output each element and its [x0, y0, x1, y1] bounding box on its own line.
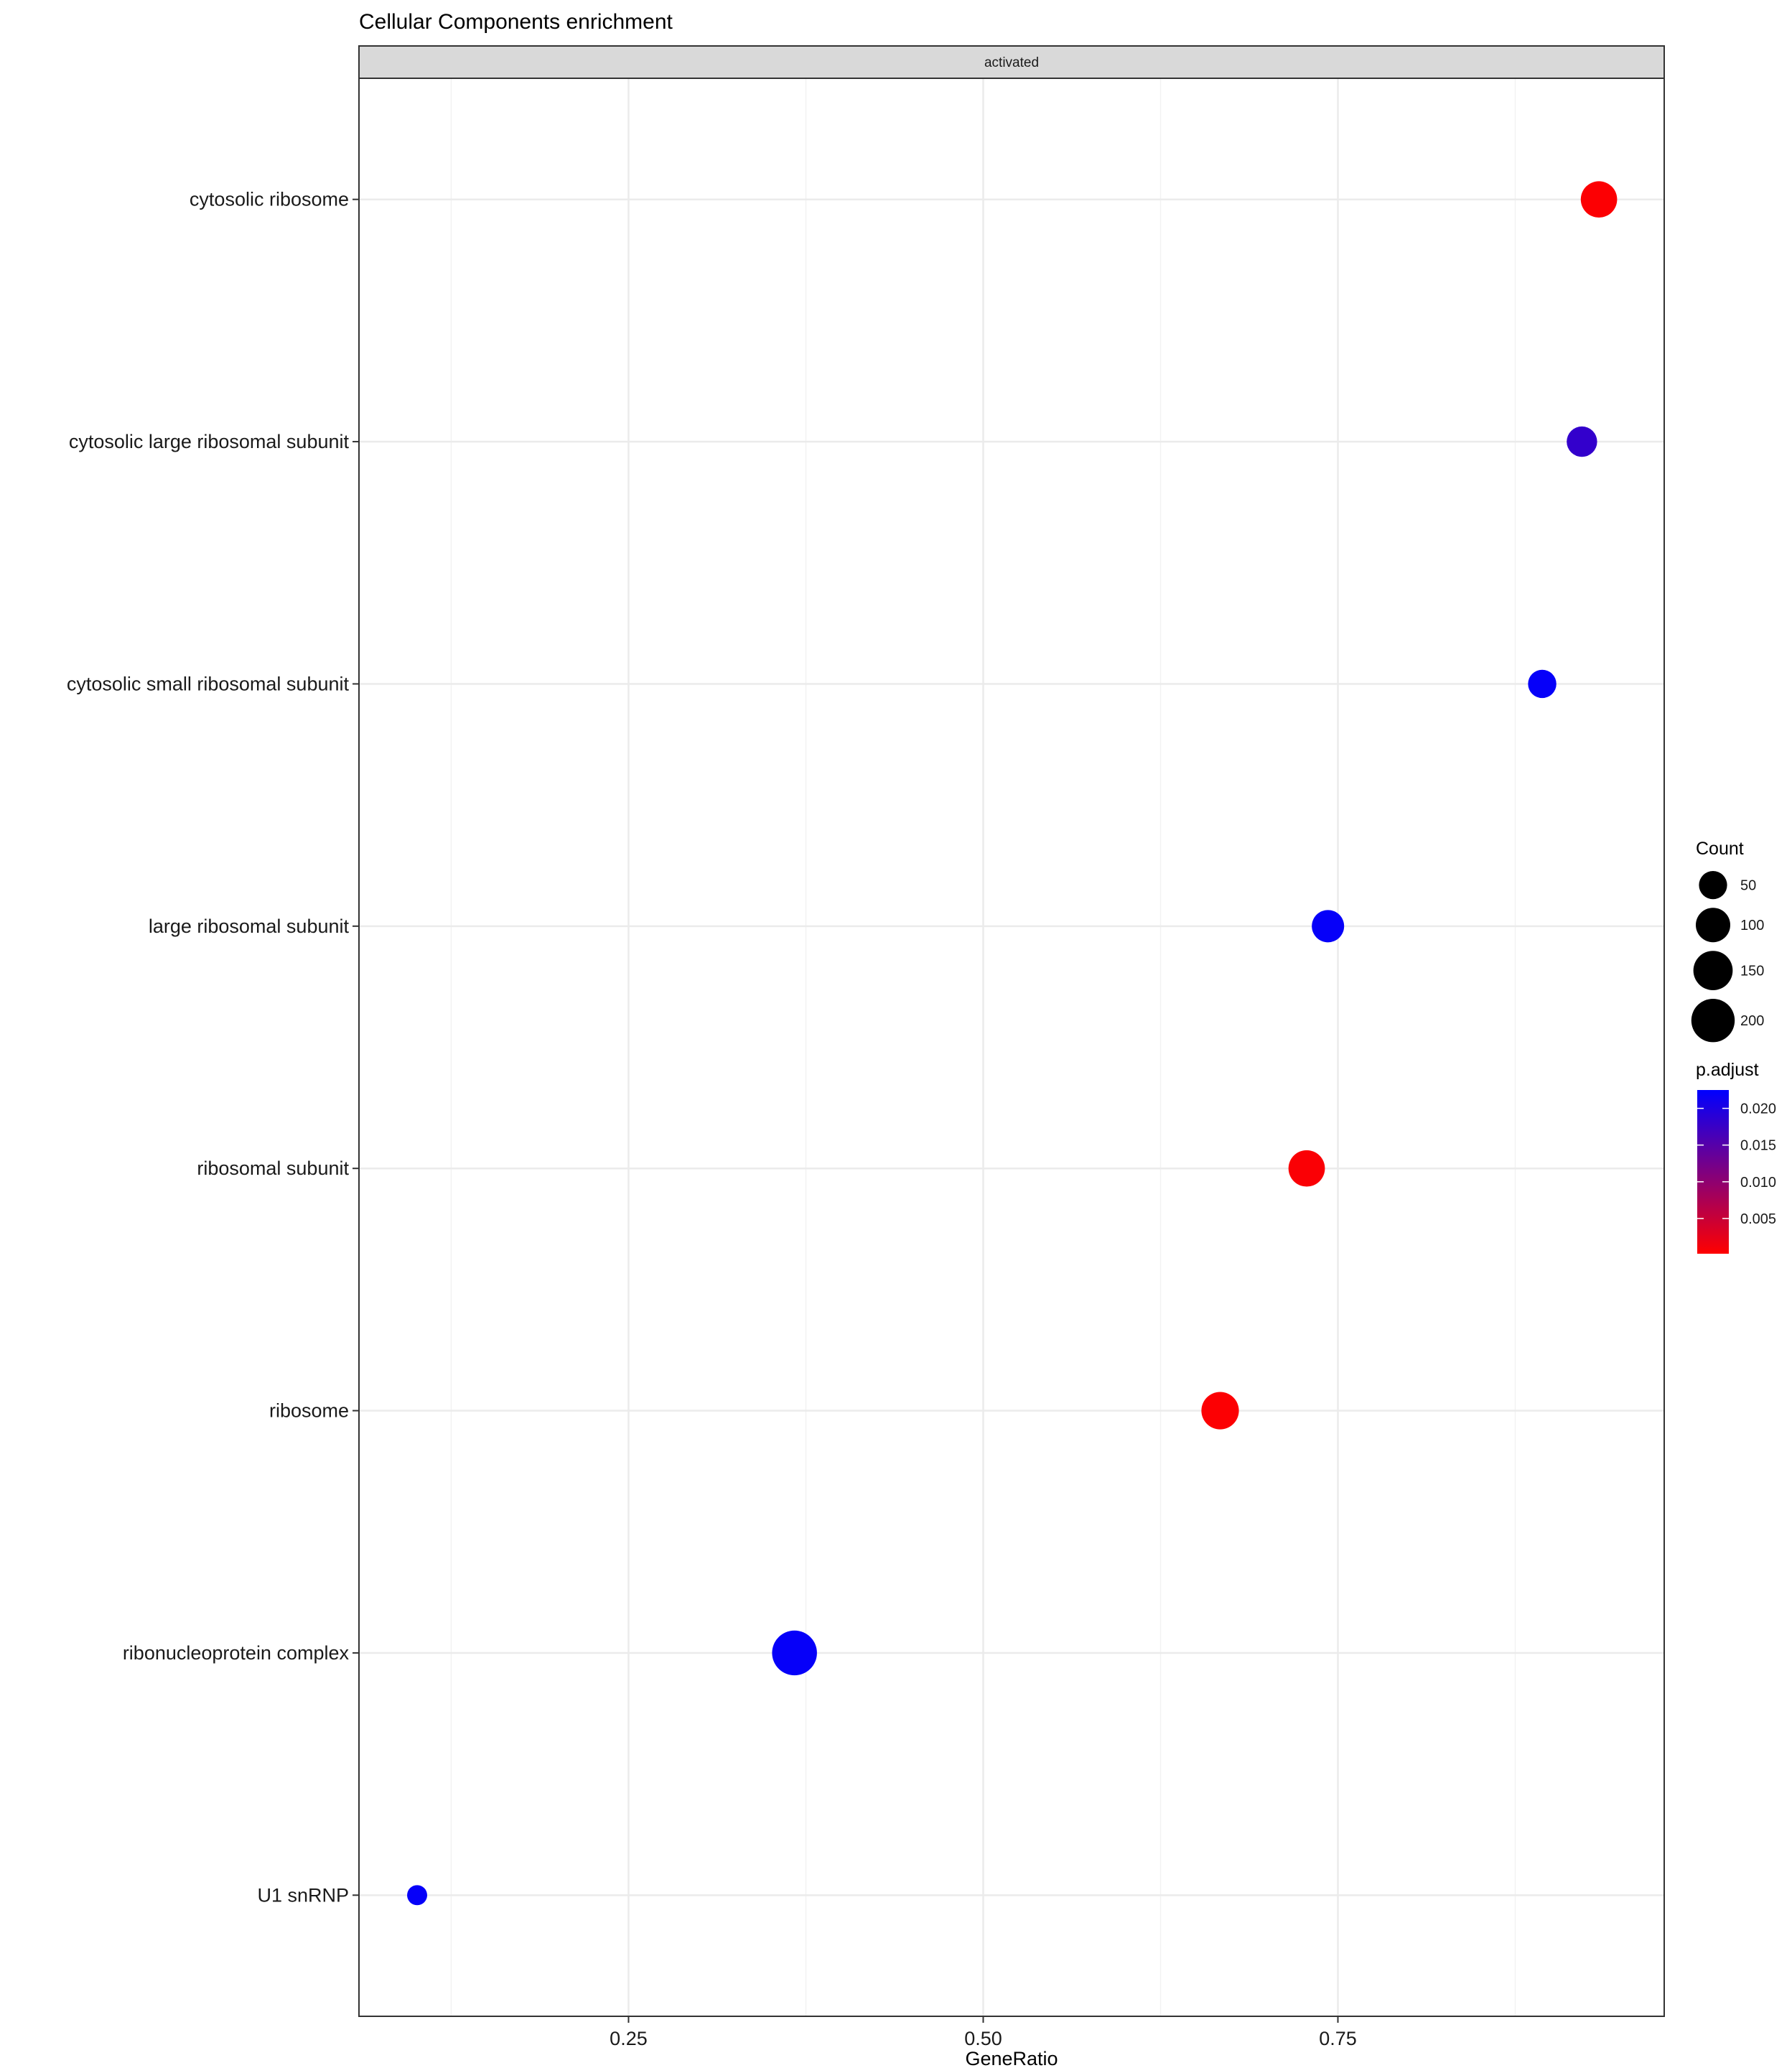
colorbar: [1697, 1090, 1729, 1254]
y-tick-label: cytosolic ribosome: [190, 189, 349, 210]
y-tick-label: cytosolic large ribosomal subunit: [69, 431, 350, 452]
legend-padjust-label: 0.010: [1740, 1175, 1776, 1191]
legend-count-key: [1696, 908, 1730, 943]
legend-padjust-label: 0.005: [1740, 1211, 1776, 1227]
facet-strip: [358, 45, 1665, 79]
y-tick-label: ribosome: [269, 1400, 349, 1422]
data-point: [1580, 181, 1618, 218]
facet-strip-label: activated: [984, 55, 1039, 70]
chart-title: Cellular Components enrichment: [359, 10, 673, 34]
data-point: [1201, 1392, 1239, 1430]
y-tick-label: cytosolic small ribosomal subunit: [67, 673, 350, 694]
legend-count-title: Count: [1696, 839, 1744, 859]
data-point: [1312, 910, 1345, 943]
legend-padjust-title: p.adjust: [1696, 1060, 1759, 1080]
legend-count-label: 100: [1740, 918, 1764, 933]
data-point: [772, 1630, 817, 1676]
legend-count-key: [1691, 998, 1735, 1043]
legend-count-key: [1699, 871, 1727, 900]
y-tick-label: ribosomal subunit: [197, 1158, 349, 1179]
legend-count-label: 150: [1740, 964, 1764, 979]
x-axis-title: GeneRatio: [965, 2048, 1058, 2068]
legend-count-key: [1693, 951, 1733, 990]
legend-padjust: p.adjust 0.005 0.010 0.015 0.020: [1696, 1060, 1776, 1254]
data-point: [407, 1885, 427, 1906]
y-tick-label: large ribosomal subunit: [149, 916, 350, 937]
data-point: [1288, 1150, 1325, 1187]
legend-count: Count 50 100 150 200: [1691, 839, 1764, 1043]
legend-padjust-label: 0.020: [1740, 1101, 1776, 1117]
y-tick-label: ribonucleoprotein complex: [123, 1642, 350, 1664]
x-axis: 0.25 0.50 0.75: [610, 2016, 1357, 2049]
x-tick-label: 0.50: [964, 2028, 1002, 2049]
data-point: [1567, 426, 1597, 457]
x-tick-label: 0.75: [1319, 2028, 1357, 2049]
y-tick-label: U1 snRNP: [257, 1884, 349, 1906]
panel-border: [358, 78, 1665, 2017]
y-axis: cytosolic ribosome cytosolic large riboso…: [67, 189, 359, 1906]
plot-panel: [359, 78, 1664, 2016]
legend-padjust-label: 0.015: [1740, 1138, 1776, 1154]
data-point: [1528, 669, 1557, 699]
x-tick-label: 0.25: [610, 2028, 648, 2049]
legend-count-label: 50: [1740, 878, 1756, 894]
legend-count-label: 200: [1740, 1013, 1764, 1029]
grid-lines: [359, 78, 1664, 2016]
data-points: [407, 181, 1618, 1906]
